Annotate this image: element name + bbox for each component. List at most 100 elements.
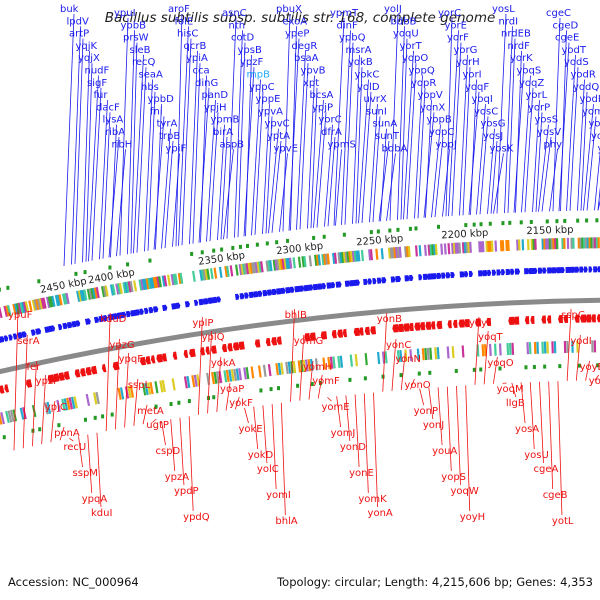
- forward-gene-arrow: [175, 302, 181, 309]
- kbp-tick-label: 2150 kbp: [526, 225, 573, 237]
- reverse-gene-label: yolC: [257, 464, 279, 475]
- inner-feature-segment: [215, 371, 220, 384]
- forward-gene-label: bcsA: [310, 90, 334, 101]
- forward-gene-label: ribH: [112, 139, 133, 150]
- feature-segment: [125, 281, 130, 293]
- gc-marker: [148, 258, 152, 263]
- forward-gene-leader: [403, 50, 414, 220]
- forward-gene-label: fur: [94, 90, 109, 101]
- feature-segment: [65, 292, 70, 305]
- forward-gene-leader: [580, 91, 588, 211]
- forward-gene-arrow: [321, 283, 327, 290]
- forward-gene-label: ypiA: [186, 53, 208, 64]
- gc-marker: [342, 232, 346, 237]
- inner-feature-segment: [85, 393, 91, 407]
- feature-segment: [279, 258, 284, 270]
- forward-gene-arrow: [143, 307, 149, 315]
- gc-marker: [245, 243, 249, 248]
- inner-feature-segment: [225, 369, 230, 383]
- feature-segment: [427, 244, 431, 256]
- forward-gene-label: yokB: [348, 57, 373, 68]
- gc-marker: [414, 226, 418, 231]
- forward-gene-arrow: [0, 336, 5, 343]
- reverse-gene-leader: [290, 308, 295, 402]
- inner-feature-segment: [124, 386, 130, 399]
- feature-segment: [458, 242, 462, 254]
- forward-gene-arrow: [71, 320, 78, 328]
- reverse-gene-leader: [32, 360, 37, 447]
- forward-gene-label: dinG: [195, 78, 218, 89]
- reverse-gene-leader: [456, 385, 461, 486]
- forward-gene-arrow: [597, 266, 600, 273]
- forward-gene-label: ypsB: [238, 45, 262, 56]
- reverse-gene-label: yomJ: [331, 428, 356, 439]
- gc-marker: [286, 238, 290, 243]
- forward-gene-arrow: [404, 275, 410, 282]
- forward-gene-label: yorH: [456, 57, 480, 68]
- forward-gene-leader: [541, 136, 552, 212]
- reverse-gene-arrow: [85, 366, 92, 376]
- forward-gene-label: nrdI: [499, 16, 519, 27]
- forward-gene-arrow: [537, 267, 543, 274]
- gc-marker: [212, 395, 216, 400]
- forward-gene-arrow: [130, 309, 137, 317]
- inner-feature-segment: [409, 349, 413, 362]
- reverse-gene-arrow: [205, 346, 210, 355]
- inner-feature-segment: [119, 387, 125, 400]
- feature-segment: [429, 244, 433, 256]
- forward-gene-leader: [91, 87, 102, 261]
- forward-gene-arrow: [390, 276, 396, 283]
- feature-segment: [485, 240, 489, 253]
- forward-gene-label: artP: [69, 29, 89, 40]
- feature-segment: [407, 245, 411, 258]
- forward-gene-arrow: [501, 269, 506, 276]
- gc-marker: [464, 223, 468, 228]
- forward-gene-arrow: [491, 269, 497, 276]
- forward-gene-leader: [234, 30, 243, 238]
- reverse-gene-arrow: [47, 374, 55, 384]
- gc-marker: [101, 414, 105, 419]
- forward-gene-leader: [451, 42, 462, 216]
- forward-gene-label: yopQ: [409, 66, 435, 77]
- feature-segment: [92, 287, 97, 299]
- forward-gene-label: yppC: [249, 82, 275, 93]
- reverse-gene-arrow: [145, 355, 151, 365]
- accession-label: Accession: NC_000964: [8, 575, 139, 589]
- feature-segment: [63, 293, 68, 305]
- forward-gene-arrow: [207, 297, 214, 304]
- forward-gene-arrow: [244, 292, 249, 299]
- forward-gene-arrow: [3, 335, 9, 342]
- reverse-gene-leader: [345, 395, 351, 442]
- forward-gene-leader: [532, 100, 540, 212]
- forward-gene-label: yoqZ: [519, 78, 544, 89]
- forward-gene-leader: [310, 87, 318, 229]
- feature-segment: [35, 298, 40, 311]
- inner-feature-segment: [257, 365, 262, 378]
- forward-gene-arrow: [441, 272, 446, 279]
- feature-segment: [469, 241, 472, 253]
- feature-segment: [76, 290, 81, 302]
- feature-segment: [161, 275, 166, 287]
- feature-segment: [324, 253, 329, 265]
- forward-gene-leader: [178, 26, 189, 246]
- forward-gene-arrow: [372, 277, 377, 285]
- forward-gene-leader: [63, 13, 75, 267]
- forward-gene-label: yosS: [535, 115, 559, 126]
- reverse-gene-label: kduI: [91, 508, 112, 519]
- feature-segment: [77, 290, 83, 302]
- kbp-tick-label: 2300 kbp: [276, 241, 324, 257]
- gc-marker: [108, 265, 112, 270]
- forward-gene-leader: [282, 13, 291, 232]
- reverse-gene-label: ypjC: [45, 402, 67, 413]
- forward-gene-leader: [400, 38, 408, 220]
- forward-gene-arrow: [103, 315, 108, 322]
- inner-feature-segment: [0, 412, 3, 425]
- forward-gene-arrow: [593, 266, 599, 273]
- feature-segment: [499, 240, 503, 252]
- forward-gene-arrow: [588, 266, 593, 273]
- inner-feature-segment: [92, 392, 98, 405]
- forward-gene-label: yorT: [400, 41, 423, 52]
- forward-gene-label: yoqF: [465, 82, 489, 93]
- gc-marker: [399, 373, 403, 378]
- forward-gene-label: ypvA: [258, 106, 283, 117]
